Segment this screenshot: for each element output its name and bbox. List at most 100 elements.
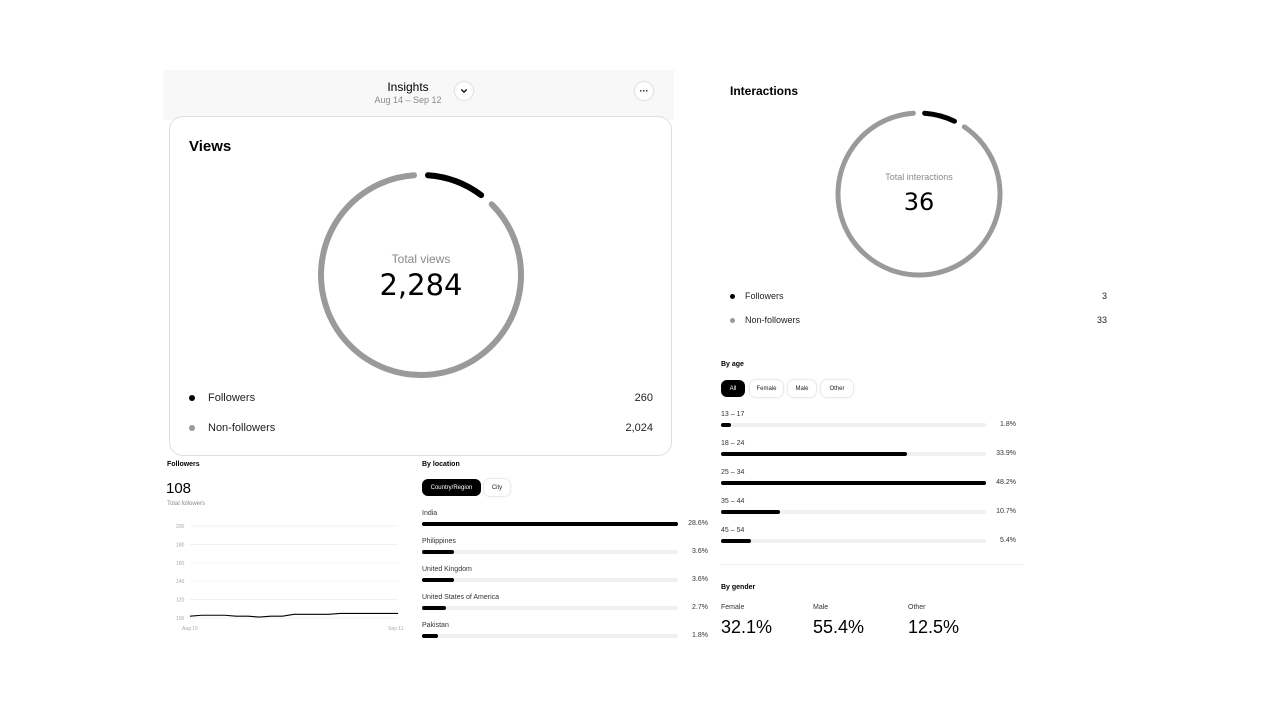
age-row-label: 45 – 54 [721, 527, 745, 534]
interactions-non-followers-label: Non-followers [745, 315, 801, 325]
age-tab-all[interactable]: All [721, 380, 745, 397]
views-legend-followers: Followers [189, 392, 255, 404]
location-bar-track [422, 606, 678, 610]
age-bar-fill [721, 510, 780, 514]
non-followers-dot-icon [730, 317, 735, 323]
interactions-total-value: 36 [904, 188, 935, 216]
views-title: Views [189, 138, 232, 155]
location-row-label: Pakistan [422, 622, 449, 629]
chevron-down-icon [460, 89, 468, 93]
followers-total-value: 108 [166, 480, 192, 497]
by-age-title: By age [721, 361, 744, 368]
age-bar-fill [721, 452, 908, 456]
age-row-pct: 5.4% [1000, 537, 1016, 544]
views-legend-non-followers: Non-followers [189, 422, 275, 434]
views-donut-chart: Total views 2,284 [318, 172, 524, 378]
location-row-label: United Kingdom [422, 566, 472, 573]
age-row-label: 35 – 44 [721, 498, 745, 505]
location-row-pct: 1.8% [692, 632, 708, 639]
location-row-pct: 2.7% [692, 604, 708, 611]
interactions-legend-non-followers: Non-followers [730, 315, 800, 325]
more-icon: ··· [639, 85, 649, 96]
gender-other-value: 12.5% [908, 617, 960, 637]
section-divider [720, 564, 1023, 565]
interactions-non-followers-arc [835, 110, 1003, 278]
chart-x-tick-label: Aug 15 [182, 626, 198, 632]
interactions-non-followers-value: 33 [1096, 315, 1107, 325]
location-row-label: India [422, 510, 438, 517]
gender-female-label: Female [721, 604, 745, 611]
age-bar-track [721, 510, 986, 514]
by-gender-title: By gender [721, 584, 756, 591]
location-row-pct: 3.6% [692, 548, 708, 555]
location-bar-track [422, 522, 678, 526]
gender-male-label: Male [813, 604, 829, 611]
age-bar-track [721, 423, 986, 427]
gender-female-value: 32.1% [721, 617, 773, 637]
more-options-button[interactable]: ··· [635, 82, 653, 100]
age-row-label: 18 – 24 [721, 440, 745, 447]
age-row-pct: 48.2% [996, 479, 1016, 486]
location-bar-fill [422, 550, 455, 554]
chart-y-tick-label: 100 [176, 616, 185, 622]
by-location-title: By location [422, 461, 460, 468]
location-bar-track [422, 634, 678, 638]
views-total-label: Total views [392, 252, 451, 266]
location-row-pct: 3.6% [692, 576, 708, 583]
age-tab-male[interactable]: Male [788, 380, 816, 397]
age-bar-fill [721, 539, 751, 543]
insights-header: Insights Aug 14 – Sep 12 ··· [163, 70, 674, 120]
date-range-dropdown-button[interactable] [455, 82, 473, 100]
interactions-title: Interactions [730, 84, 799, 98]
location-bar-fill [422, 634, 439, 638]
age-bar-track [721, 481, 986, 485]
interactions-total-label: Total interactions [885, 172, 953, 182]
location-row-pct: 28.6% [688, 520, 708, 527]
interactions-followers-label: Followers [745, 291, 784, 301]
followers-total-label: Total followers [167, 501, 206, 507]
interactions-legend-followers: Followers [730, 291, 784, 301]
followers-dot-icon [730, 293, 735, 299]
followers-title: Followers [167, 461, 200, 468]
interactions-donut-chart: Total interactions 36 [835, 110, 1003, 278]
followers-line-chart: 100 120 140 160 180 200 Aug 15 Sep 11 [176, 524, 404, 632]
views-non-followers-value: 2,024 [625, 422, 653, 434]
views-total-value: 2,284 [379, 268, 462, 302]
chart-y-tick-label: 160 [176, 561, 185, 567]
location-bar-track [422, 578, 678, 582]
age-bar-fill [721, 481, 986, 485]
location-row-label: Philippines [422, 538, 456, 545]
chart-y-tick-label: 140 [176, 579, 185, 585]
chart-y-tick-label: 180 [176, 542, 185, 548]
followers-series-line [189, 612, 398, 618]
age-row-label: 25 – 34 [721, 469, 745, 476]
views-non-followers-arc [318, 172, 524, 378]
views-non-followers-label: Non-followers [208, 422, 276, 434]
location-bar-fill [422, 606, 447, 610]
insights-title: Insights [387, 80, 429, 94]
age-row-pct: 33.9% [996, 450, 1016, 457]
location-bar-fill [422, 578, 455, 582]
age-tab-female[interactable]: Female [750, 380, 783, 397]
age-row-pct: 1.8% [1000, 421, 1016, 428]
gender-male-value: 55.4% [813, 617, 865, 637]
non-followers-dot-icon [189, 425, 195, 431]
views-followers-label: Followers [208, 392, 256, 404]
age-tab-other[interactable]: Other [821, 380, 853, 397]
chart-x-tick-label: Sep 11 [388, 626, 404, 632]
location-tab-country-region[interactable]: Country/Region [422, 479, 481, 496]
chart-y-tick-label: 120 [176, 598, 185, 604]
insights-date-range: Aug 14 – Sep 12 [374, 95, 442, 105]
chart-y-tick-label: 200 [176, 524, 185, 530]
interactions-followers-value: 3 [1101, 291, 1107, 301]
location-bar-track [422, 550, 678, 554]
age-bar-track [721, 452, 986, 456]
age-bar-fill [721, 423, 731, 427]
views-followers-arc [424, 172, 485, 199]
location-row-label: United States of America [422, 594, 500, 601]
age-bar-track [721, 539, 986, 543]
location-tab-city[interactable]: City [484, 479, 510, 496]
gender-other-label: Other [908, 604, 926, 611]
views-followers-value: 260 [634, 392, 653, 404]
followers-dot-icon [189, 395, 195, 401]
